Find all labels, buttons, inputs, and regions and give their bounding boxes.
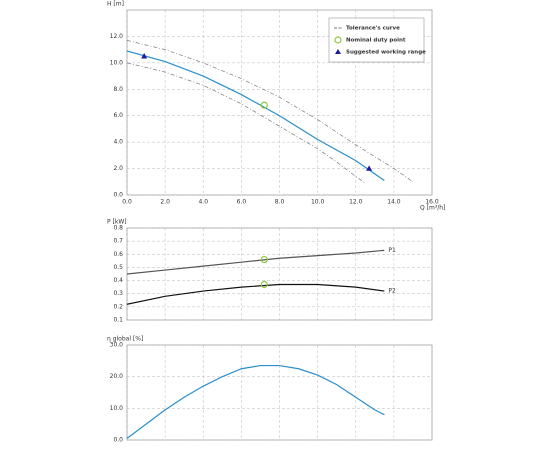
- y-tick-label: 4.0: [113, 139, 123, 146]
- y-tick-label: 0.6: [113, 251, 123, 258]
- y-axis-label: P [kW]: [107, 219, 127, 226]
- curve-label: P2: [388, 288, 396, 295]
- x-tick-label: 2.0: [160, 199, 170, 206]
- x-tick-label: 16.0: [425, 199, 439, 206]
- duty-point-marker: [260, 101, 268, 109]
- x-tick-label: 10.0: [311, 199, 325, 206]
- duty-point-marker: [260, 255, 268, 264]
- legend-symbol: [335, 49, 341, 54]
- working-range-marker: [141, 53, 148, 59]
- legend-label: Nominal duty point: [346, 38, 406, 44]
- y-tick-label: 0.1: [113, 317, 123, 324]
- x-tick-label: 0.0: [122, 199, 132, 206]
- y-tick-label: 0.0: [113, 437, 123, 444]
- curve: [126, 283, 385, 305]
- x-tick-label: 14.0: [387, 199, 401, 206]
- plot-frame: [126, 9, 433, 196]
- y-tick-label: 0.2: [113, 303, 123, 310]
- y-tick-label: 0.0: [113, 192, 123, 199]
- y-tick-label: 30.0: [110, 342, 124, 349]
- y-tick-label: 0.4: [113, 277, 123, 284]
- y-axis-label: η global [%]: [107, 336, 143, 343]
- working-range-marker: [366, 165, 373, 171]
- y-tick-label: 2.0: [113, 165, 123, 172]
- x-axis-label: Q [m³/h]: [420, 205, 445, 212]
- curve-label: P1: [388, 247, 396, 254]
- x-tick-label: 4.0: [198, 199, 208, 206]
- y-tick-label: 0.3: [113, 290, 123, 297]
- plot-frame: [126, 344, 433, 441]
- curve: [126, 364, 385, 439]
- y-tick-label: 10.0: [110, 405, 124, 412]
- y-tick-label: 6.0: [113, 112, 123, 119]
- y-tick-label: 0.7: [113, 238, 123, 245]
- legend-label: Tolerance's curve: [346, 26, 400, 32]
- y-tick-label: 12.0: [110, 33, 124, 40]
- x-tick-label: 6.0: [237, 199, 247, 206]
- curve: [126, 40, 414, 183]
- curve: [126, 62, 366, 184]
- y-tick-label: 0.5: [113, 264, 123, 271]
- legend-box: [328, 17, 425, 63]
- duty-point-marker: [260, 280, 268, 289]
- curve: [126, 50, 385, 181]
- x-tick-label: 8.0: [275, 199, 285, 206]
- curve: [126, 249, 385, 275]
- y-tick-label: 0.8: [113, 225, 123, 232]
- x-tick-label: 12.0: [349, 199, 363, 206]
- legend-symbol: [334, 36, 342, 44]
- legend-label: Suggested working range: [346, 50, 426, 56]
- y-axis-label: H [m]: [107, 1, 124, 8]
- y-tick-label: 8.0: [113, 86, 123, 93]
- y-tick-label: 10.0: [110, 59, 124, 66]
- y-tick-label: 20.0: [110, 373, 124, 380]
